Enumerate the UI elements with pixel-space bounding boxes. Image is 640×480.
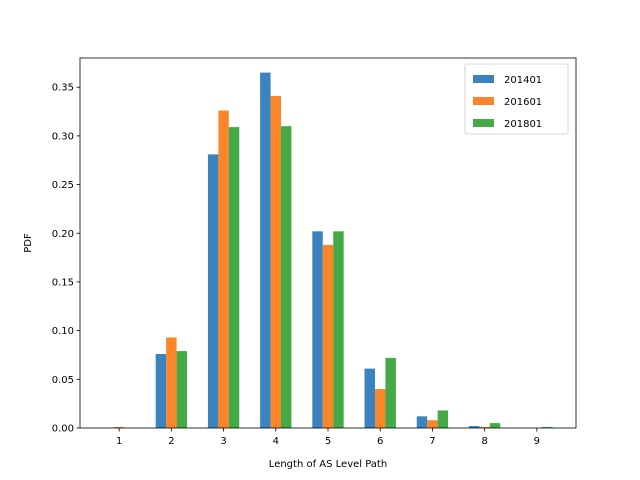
bars — [113, 72, 553, 429]
x-axis: 1 2 3 4 5 6 7 8 9 — [116, 428, 540, 447]
bar-201401-2 — [155, 354, 167, 428]
bar-201801-2 — [176, 351, 188, 428]
x-tick-label: 3 — [220, 436, 226, 447]
x-tick-label: 2 — [168, 436, 174, 447]
bar-201601-1 — [113, 427, 125, 428]
legend-label-201801: 201801 — [504, 119, 542, 130]
bar-201401-6 — [364, 368, 375, 428]
y-tick-label: 0.05 — [52, 375, 74, 386]
legend-label-201601: 201601 — [504, 97, 542, 108]
bar-201401-5 — [312, 231, 323, 428]
bar-201801-9 — [542, 427, 553, 428]
bar-201801-3 — [228, 127, 240, 428]
x-axis-label: Length of AS Level Path — [269, 459, 387, 470]
bar-201601-7 — [427, 420, 438, 428]
bar-201801-7 — [437, 410, 449, 428]
bar-201801-8 — [489, 423, 501, 428]
legend-swatch-201601 — [473, 97, 494, 105]
x-tick-label: 5 — [325, 436, 331, 447]
legend-swatch-201401 — [473, 75, 494, 83]
y-tick-label: 0.35 — [52, 83, 74, 94]
x-tick-label: 6 — [377, 436, 383, 447]
y-tick-label: 0.20 — [52, 229, 74, 240]
bar-201601-2 — [166, 337, 177, 428]
x-tick-label: 8 — [481, 436, 487, 447]
bar-201401-3 — [207, 154, 219, 429]
bar-201601-5 — [322, 244, 334, 428]
y-tick-label: 0.30 — [52, 131, 74, 142]
y-axis: 0.00 0.05 0.10 0.15 0.20 0.25 0.30 0.35 — [52, 83, 80, 435]
bar-201401-4 — [260, 72, 271, 429]
bar-201601-6 — [374, 389, 386, 428]
y-tick-label: 0.25 — [52, 180, 74, 191]
y-tick-label: 0.15 — [52, 277, 74, 288]
bar-201401-7 — [416, 416, 428, 428]
y-tick-label: 0.00 — [52, 424, 74, 435]
plot-frame — [79, 57, 577, 429]
x-tick-label: 7 — [429, 436, 435, 447]
y-tick-label: 0.10 — [52, 326, 74, 337]
bar-201601-4 — [270, 95, 282, 428]
legend-swatch-201801 — [473, 119, 494, 127]
y-axis-label: PDF — [23, 233, 34, 253]
bar-201801-5 — [333, 231, 344, 428]
bar-201401-8 — [468, 426, 480, 428]
x-tick-label: 1 — [116, 436, 122, 447]
legend-label-201401: 201401 — [504, 75, 542, 86]
x-tick-label: 9 — [534, 436, 540, 447]
legend: 201401 201601 201801 — [464, 63, 569, 135]
x-tick-label: 4 — [273, 436, 279, 447]
bar-201601-3 — [218, 110, 229, 428]
bar-201801-4 — [281, 126, 292, 428]
bar-201601-8 — [479, 427, 490, 428]
bar-201801-6 — [385, 357, 396, 428]
